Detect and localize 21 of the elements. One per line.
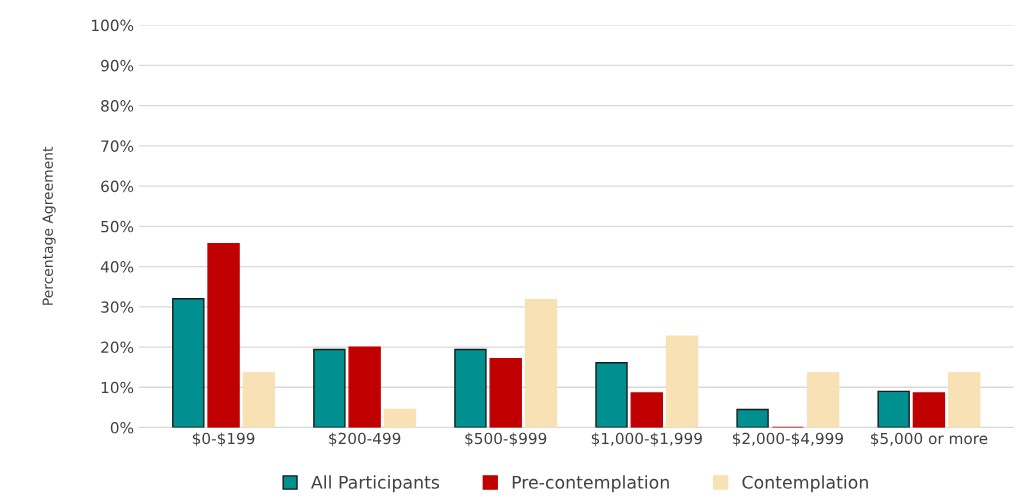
x-tick-label: $5,000 or more bbox=[871, 432, 988, 447]
y-axis-title: Percentage Agreement bbox=[42, 146, 56, 305]
x-tick-label: $2,000-$4,999 bbox=[732, 432, 843, 447]
y-tick-label: 80% bbox=[101, 100, 134, 112]
y-tick-label: 70% bbox=[101, 140, 134, 152]
x-tick-label: $0-$199 bbox=[192, 432, 255, 447]
y-tick-label: 50% bbox=[101, 220, 134, 233]
legend-label: Contemplation bbox=[742, 475, 868, 493]
legend-label: All Participants bbox=[311, 475, 440, 493]
y-tick-label: 10% bbox=[101, 381, 134, 394]
y-tick-label: 100% bbox=[92, 19, 134, 32]
x-tick-label: $200-499 bbox=[329, 432, 401, 447]
x-tick-label: $1,000-$1,999 bbox=[591, 432, 702, 447]
legend-label: Pre-contemplation bbox=[512, 475, 669, 493]
y-tick-label: 0% bbox=[110, 422, 134, 434]
y-tick-label: 60% bbox=[101, 180, 134, 193]
y-tick-label: 40% bbox=[100, 261, 134, 273]
y-tick-label: 90% bbox=[101, 59, 134, 72]
y-tick-label: 20% bbox=[101, 341, 134, 354]
x-tick-label: $500-$999 bbox=[465, 432, 547, 447]
y-tick-label: 30% bbox=[101, 301, 134, 313]
